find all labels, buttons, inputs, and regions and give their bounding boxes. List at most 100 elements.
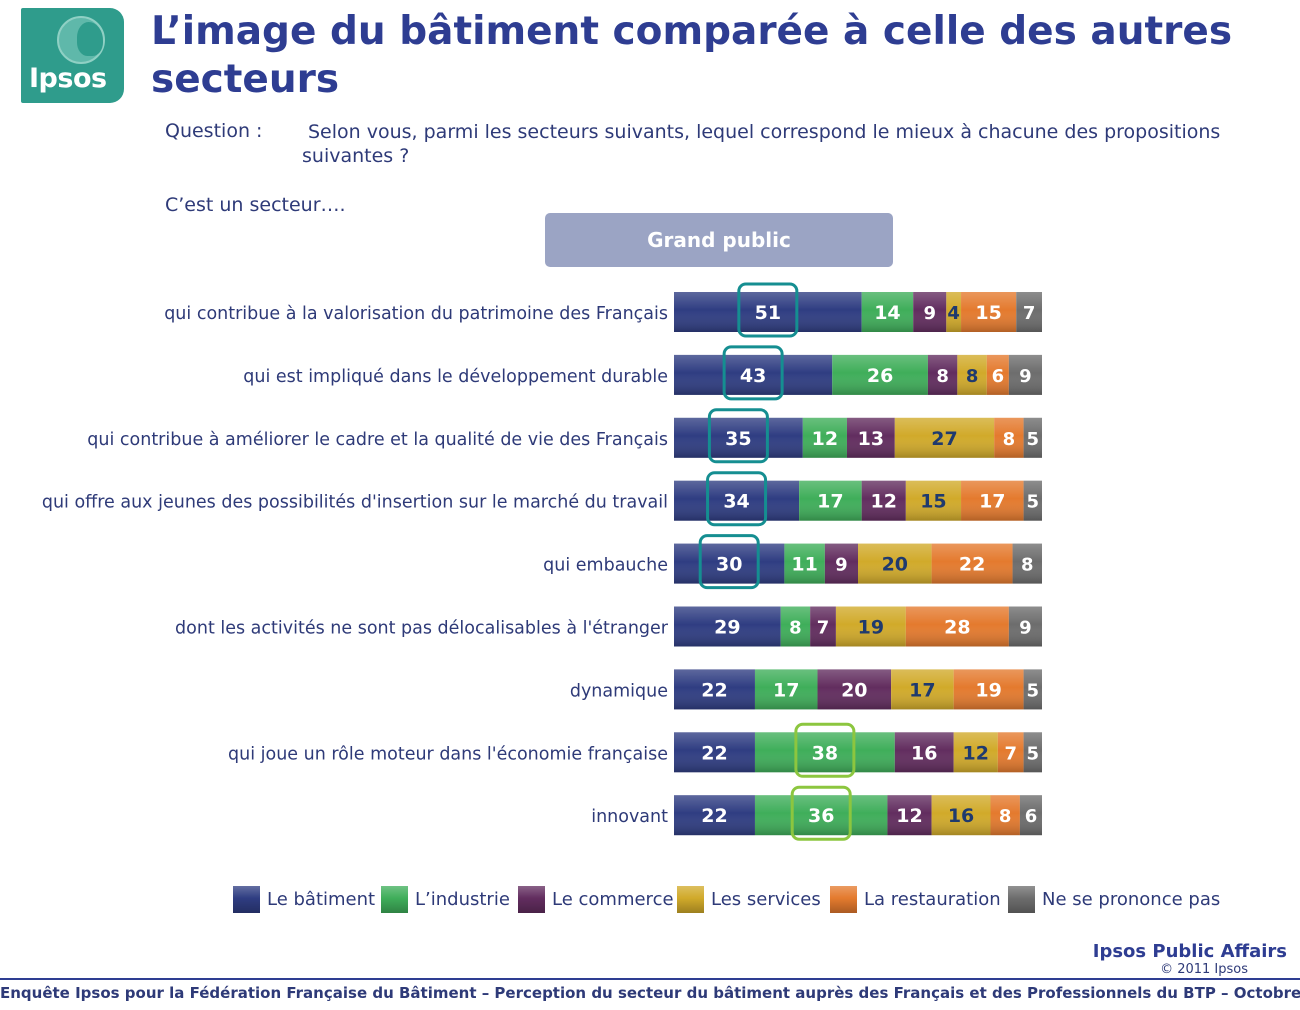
category-label: qui joue un rôle moteur dans l'économie … bbox=[228, 744, 668, 764]
bar-segment-shade bbox=[1008, 606, 1042, 647]
data-label: 15 bbox=[920, 491, 946, 513]
data-label: 4 bbox=[947, 303, 960, 324]
bar-segment-shade bbox=[674, 417, 803, 458]
bar-segment-shade bbox=[674, 669, 755, 710]
chart-row: dont les activités ne sont pas délocalis… bbox=[175, 606, 1042, 647]
data-label: 14 bbox=[874, 302, 900, 324]
bar-segment-shade bbox=[990, 795, 1020, 836]
data-label: 29 bbox=[714, 617, 740, 639]
bar-segment-shade bbox=[1023, 669, 1042, 710]
data-label: 16 bbox=[911, 742, 937, 764]
bar-segment-shade bbox=[1008, 354, 1042, 395]
bar-segment-shade bbox=[674, 480, 800, 521]
brand-name: Ipsos Public Affairs bbox=[1092, 941, 1287, 962]
bar-segment-shade bbox=[905, 480, 962, 521]
legend-item: Le bâtiment bbox=[233, 884, 375, 914]
copyright: © 2011 Ipsos bbox=[1160, 962, 1248, 977]
highlight-box bbox=[706, 471, 768, 527]
question-label: Question : bbox=[165, 120, 263, 142]
data-label: 12 bbox=[896, 805, 922, 827]
data-label: 8 bbox=[936, 366, 949, 387]
bar-segment-shade bbox=[802, 417, 847, 458]
bar-segment-shade bbox=[891, 669, 954, 710]
data-label: 6 bbox=[1025, 806, 1038, 827]
bar-segment-shade bbox=[817, 669, 892, 710]
bar-segment-shade bbox=[810, 606, 836, 647]
logo-text: Ipsos bbox=[29, 63, 107, 94]
data-label: 43 bbox=[740, 365, 766, 387]
highlight-box bbox=[722, 345, 784, 401]
data-label: 8 bbox=[999, 806, 1012, 827]
data-label: 7 bbox=[817, 618, 830, 639]
bar-segment-shade bbox=[913, 292, 947, 332]
category-label: qui contribue à améliorer le cadre et la… bbox=[87, 430, 668, 450]
bar-segment-shade bbox=[674, 795, 755, 836]
bar-segment-shade bbox=[861, 292, 914, 332]
bar-segment-shade bbox=[961, 292, 1017, 332]
bar-segment-shade bbox=[824, 543, 858, 584]
data-label: 5 bbox=[1027, 429, 1040, 450]
data-label: 20 bbox=[841, 679, 867, 701]
data-label: 51 bbox=[755, 302, 781, 324]
legend-item: Les services bbox=[677, 884, 821, 914]
bar-segment-shade bbox=[1012, 543, 1042, 584]
data-label: 5 bbox=[1027, 492, 1040, 513]
bar-segment-shade bbox=[754, 669, 818, 710]
data-label: 16 bbox=[948, 805, 974, 827]
data-label: 22 bbox=[959, 554, 985, 576]
bar-segment-shade bbox=[674, 354, 833, 395]
category-label: dynamique bbox=[570, 681, 668, 701]
category-label: qui est impliqué dans le développement d… bbox=[243, 367, 668, 387]
data-label: 17 bbox=[979, 491, 1005, 513]
data-label: 28 bbox=[944, 617, 970, 639]
data-label: 27 bbox=[931, 428, 957, 450]
data-label: 12 bbox=[812, 428, 838, 450]
legend-item: Ne se prononce pas bbox=[1008, 884, 1220, 914]
legend-swatch bbox=[518, 885, 545, 913]
bar-segment-shade bbox=[953, 732, 998, 773]
legend-label: L’industrie bbox=[415, 888, 510, 910]
legend-swatch bbox=[381, 885, 408, 913]
bar-segment-shade bbox=[832, 354, 928, 395]
bar-segment-shade bbox=[1023, 732, 1042, 773]
bar-segment-shade bbox=[674, 606, 781, 647]
legend-item: La restauration bbox=[830, 884, 1001, 914]
data-label: 36 bbox=[808, 805, 834, 827]
footer-text: Enquête Ipsos pour la Fédération Françai… bbox=[0, 984, 1300, 1002]
data-label: 17 bbox=[909, 679, 935, 701]
data-label: 6 bbox=[992, 366, 1005, 387]
bar-segment-shade bbox=[846, 417, 895, 458]
data-label: 8 bbox=[1021, 555, 1034, 576]
bar-segment-shade bbox=[931, 795, 991, 836]
data-label: 9 bbox=[923, 303, 936, 324]
legend-swatch bbox=[1008, 885, 1035, 913]
data-label: 11 bbox=[791, 554, 817, 576]
data-label: 22 bbox=[701, 805, 727, 827]
data-label: 13 bbox=[858, 428, 884, 450]
footer-divider bbox=[0, 978, 1300, 980]
legend-label: Le bâtiment bbox=[267, 888, 376, 910]
category-label: dont les activités ne sont pas délocalis… bbox=[175, 619, 669, 639]
legend-swatch bbox=[233, 885, 260, 913]
legend-swatch bbox=[677, 885, 704, 913]
chart-row: qui contribue à améliorer le cadre et la… bbox=[87, 408, 1042, 464]
bar-segment-shade bbox=[754, 795, 888, 836]
bar-segment-shade bbox=[780, 606, 811, 647]
bar-segment-shade bbox=[986, 354, 1009, 395]
data-label: 9 bbox=[1019, 366, 1032, 387]
data-label: 7 bbox=[1004, 743, 1017, 764]
bar-segment-shade bbox=[927, 354, 958, 395]
highlight-box bbox=[790, 785, 852, 841]
data-label: 9 bbox=[1019, 618, 1032, 639]
bar-segment-shade bbox=[784, 543, 825, 584]
data-label: 8 bbox=[1003, 429, 1016, 450]
data-label: 17 bbox=[773, 679, 799, 701]
bar-segment-shade bbox=[957, 354, 987, 395]
question-text: Selon vous, parmi les secteurs suivants,… bbox=[302, 121, 1221, 167]
category-label: innovant bbox=[591, 807, 668, 827]
data-label: 8 bbox=[966, 366, 979, 387]
intro-text: C’est un secteur…. bbox=[165, 194, 346, 216]
legend-label: Le commerce bbox=[552, 888, 674, 910]
bar-segment-shade bbox=[905, 606, 1009, 647]
data-label: 5 bbox=[1027, 743, 1040, 764]
